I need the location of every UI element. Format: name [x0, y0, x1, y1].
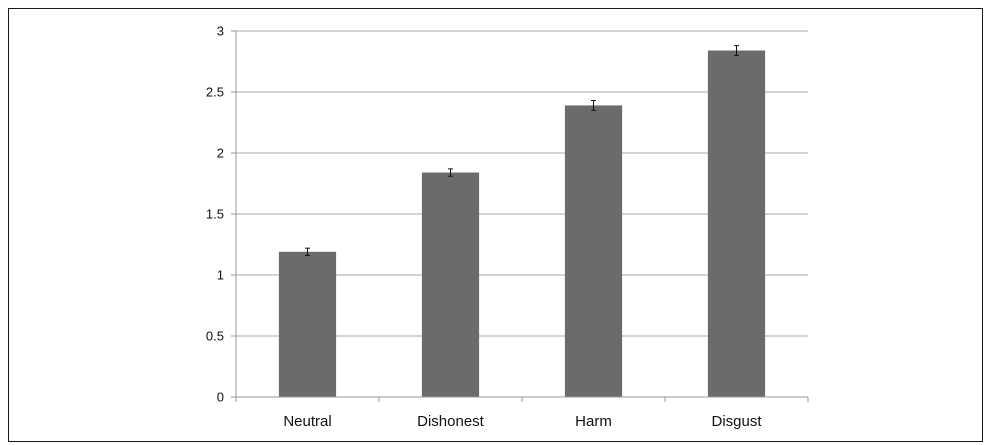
- x-tick-label: Neutral: [283, 413, 331, 430]
- bar-neutral: [278, 251, 337, 397]
- y-tick-label: 1.5: [206, 207, 224, 222]
- x-tick-label: Harm: [575, 413, 612, 430]
- y-tick-label: 3: [217, 24, 224, 39]
- bar-disgust: [707, 50, 766, 398]
- x-axis: Neutral Dishonest Harm Disgust: [235, 396, 809, 430]
- bar-dishonest: [421, 172, 480, 397]
- x-tick-label: Disgust: [711, 413, 762, 430]
- y-tick-label: 2.5: [206, 85, 224, 100]
- figure-frame: [8, 8, 983, 442]
- bars: [278, 45, 766, 398]
- y-tick-label: 0.5: [206, 329, 224, 344]
- y-tick-label: 1: [217, 268, 224, 283]
- y-tick-label: 0: [217, 390, 224, 405]
- y-tick-label: 2: [217, 146, 224, 161]
- x-tick-label: Dishonest: [417, 413, 485, 430]
- bar-harm: [564, 105, 623, 398]
- y-axis: 0 0.5 1 1.5 2 2.5 3: [206, 24, 237, 405]
